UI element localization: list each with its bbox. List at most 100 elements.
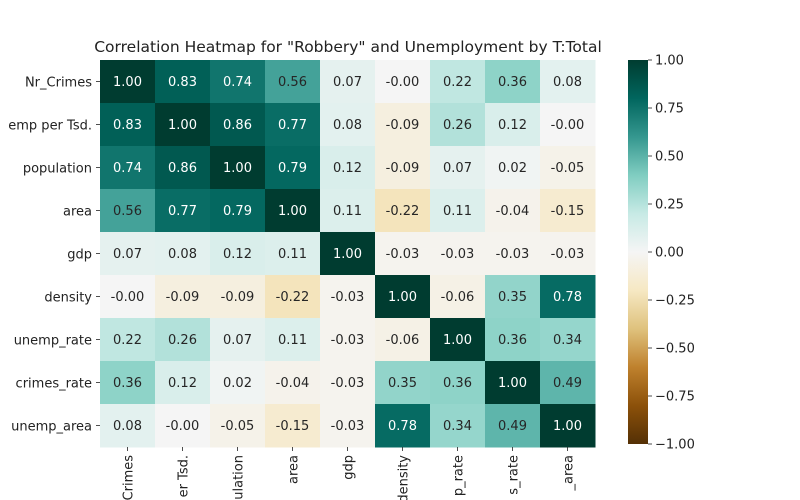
cell-value-label: 0.11 [278,247,307,262]
cell-value-label: 0.78 [388,419,417,434]
row-label: population [23,162,92,177]
cell-value-label: 0.79 [278,161,307,176]
row-label: Nr_Crimes [25,76,92,91]
cell-value-label: -0.00 [111,290,145,305]
cell-value-label: 1.00 [333,247,362,262]
cell-value-label: -0.03 [331,290,365,305]
cell-value-label: -0.06 [441,290,475,305]
heatmap-cell [375,275,431,319]
heatmap-cell [320,318,376,362]
heatmap-cells: 1.00 0.83 0.74 0.56 0.07 -0.00 0.22 0.36 0.08 0.8… [100,60,596,448]
colorbar-tick-label: 0.50 [655,150,684,165]
row-label: unemp_area [11,420,92,435]
heatmap-cell [430,318,486,362]
row-label: density [44,291,92,306]
heatmap-cell [320,189,376,233]
cell-value-label: 0.49 [553,376,582,391]
cell-value-label: 0.11 [443,204,472,219]
heatmap-cell [430,146,486,190]
heatmap-cell [155,146,211,190]
colorbar-tick-label: 1.00 [655,54,684,69]
heatmap-cell [265,146,321,190]
cell-value-label: 0.26 [443,118,472,133]
heatmap-cell [155,232,211,276]
heatmap-cell [375,361,431,405]
heatmap-cell [375,404,431,448]
heatmap-cell [375,146,431,190]
colorbar-tick-label: 0.75 [655,102,684,117]
cell-value-label: 0.07 [223,333,252,348]
column-label: area [287,455,302,484]
cell-value-label: -0.03 [331,376,365,391]
heatmap-cell [540,103,596,147]
cell-value-label: 0.83 [168,75,197,90]
heatmap-cell [155,275,211,319]
heatmap-cell [375,318,431,362]
heatmap-cell [485,60,541,104]
cell-value-label: 0.22 [443,75,472,90]
heatmap-cell [540,60,596,104]
cell-value-label: -0.03 [551,247,585,262]
heatmap-cell [155,103,211,147]
cell-value-label: 0.56 [278,75,307,90]
column-label: p_rate [452,455,467,496]
heatmap-cell [265,232,321,276]
cell-value-label: 1.00 [113,75,142,90]
cell-value-label: 0.22 [113,333,142,348]
cell-value-label: -0.05 [551,161,585,176]
heatmap-cell [210,146,266,190]
heatmap-cell [485,404,541,448]
heatmap-cell [265,361,321,405]
heatmap-cell [100,60,156,104]
heatmap-cell [485,189,541,233]
heatmap-cell [100,318,156,362]
cell-value-label: 0.77 [168,204,197,219]
cell-value-label: -0.05 [221,419,255,434]
heatmap-cell [375,189,431,233]
cell-value-label: 0.83 [113,118,142,133]
heatmap-cell [210,232,266,276]
column-label: ulation [232,455,247,500]
heatmap-cell [430,232,486,276]
cell-value-label: 0.07 [333,75,362,90]
heatmap-cell [320,232,376,276]
heatmap-cell [540,318,596,362]
colorbar-gradient [628,60,648,444]
cell-value-label: 0.49 [498,419,527,434]
heatmap-cell [540,146,596,190]
heatmap-cell [210,103,266,147]
heatmap-cell [155,361,211,405]
heatmap-cell [210,361,266,405]
colorbar-tick-label: −0.50 [655,342,695,357]
cell-value-label: 1.00 [278,204,307,219]
heatmap-cell [100,146,156,190]
cell-value-label: 1.00 [498,376,527,391]
cell-value-label: 0.36 [498,333,527,348]
cell-value-label: 0.78 [553,290,582,305]
cell-value-label: -0.03 [441,247,475,262]
heatmap-cell [485,361,541,405]
heatmap-cell [540,275,596,319]
cell-value-label: -0.09 [221,290,255,305]
heatmap-cell [430,404,486,448]
cell-value-label: 1.00 [443,333,472,348]
heatmap-cell [320,361,376,405]
cell-value-label: 0.11 [278,333,307,348]
cell-value-label: 1.00 [223,161,252,176]
colorbar: 1.00 0.75 0.50 0.25 0.00 −0.25 −0.50 −0.75 −1.00 [628,54,695,453]
heatmap-cell [265,189,321,233]
heatmap-cell [540,189,596,233]
cell-value-label: -0.09 [386,161,420,176]
heatmap-cell [210,189,266,233]
cell-value-label: 0.12 [498,118,527,133]
heatmap-cell [265,318,321,362]
heatmap-cell [210,318,266,362]
cell-value-label: 0.08 [553,75,582,90]
cell-value-label: 0.34 [553,333,582,348]
colorbar-tick-label: −1.00 [655,438,695,453]
heatmap-cell [210,275,266,319]
cell-value-label: -0.04 [276,376,310,391]
cell-value-label: 0.36 [498,75,527,90]
heatmap-cell [100,361,156,405]
